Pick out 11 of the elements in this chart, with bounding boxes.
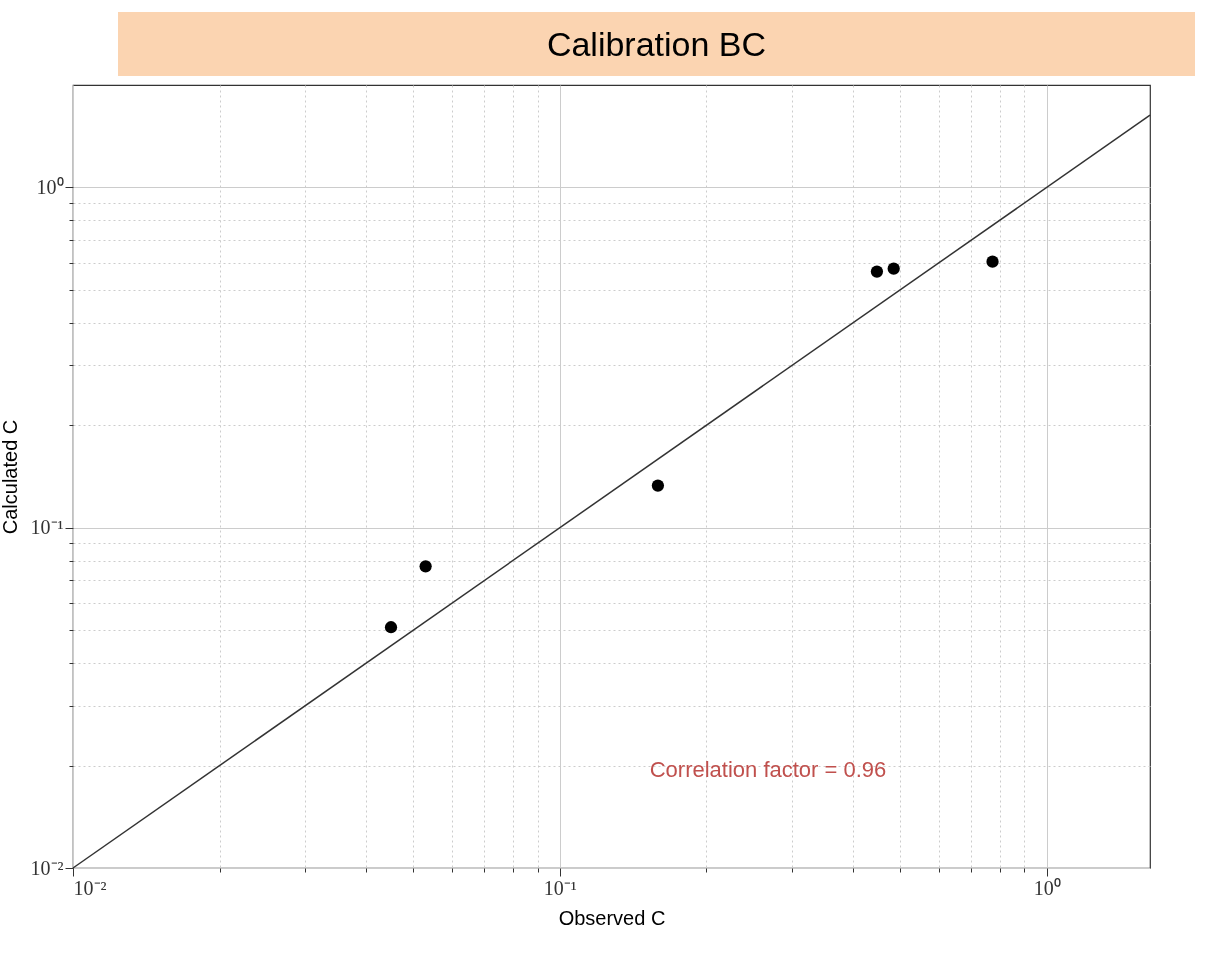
chart-title: Calibration BC: [546, 24, 767, 64]
x-tick-label: 10⁻¹: [543, 876, 577, 899]
y-tick-label: 10⁻²: [30, 856, 64, 879]
x-tick-label: 10⁰: [1033, 876, 1061, 899]
annotation: Correlation factor = 0.96: [649, 757, 887, 783]
banner: Calibration BC: [118, 12, 1195, 76]
y-axis-title: Calculated C: [0, 419, 21, 535]
y-tick-label: 10⁻¹: [30, 516, 64, 539]
x-tick-label: 10⁻²: [73, 876, 107, 899]
y-tick-label: 10⁰: [36, 175, 64, 198]
x-axis-title: Observed C: [558, 906, 666, 929]
